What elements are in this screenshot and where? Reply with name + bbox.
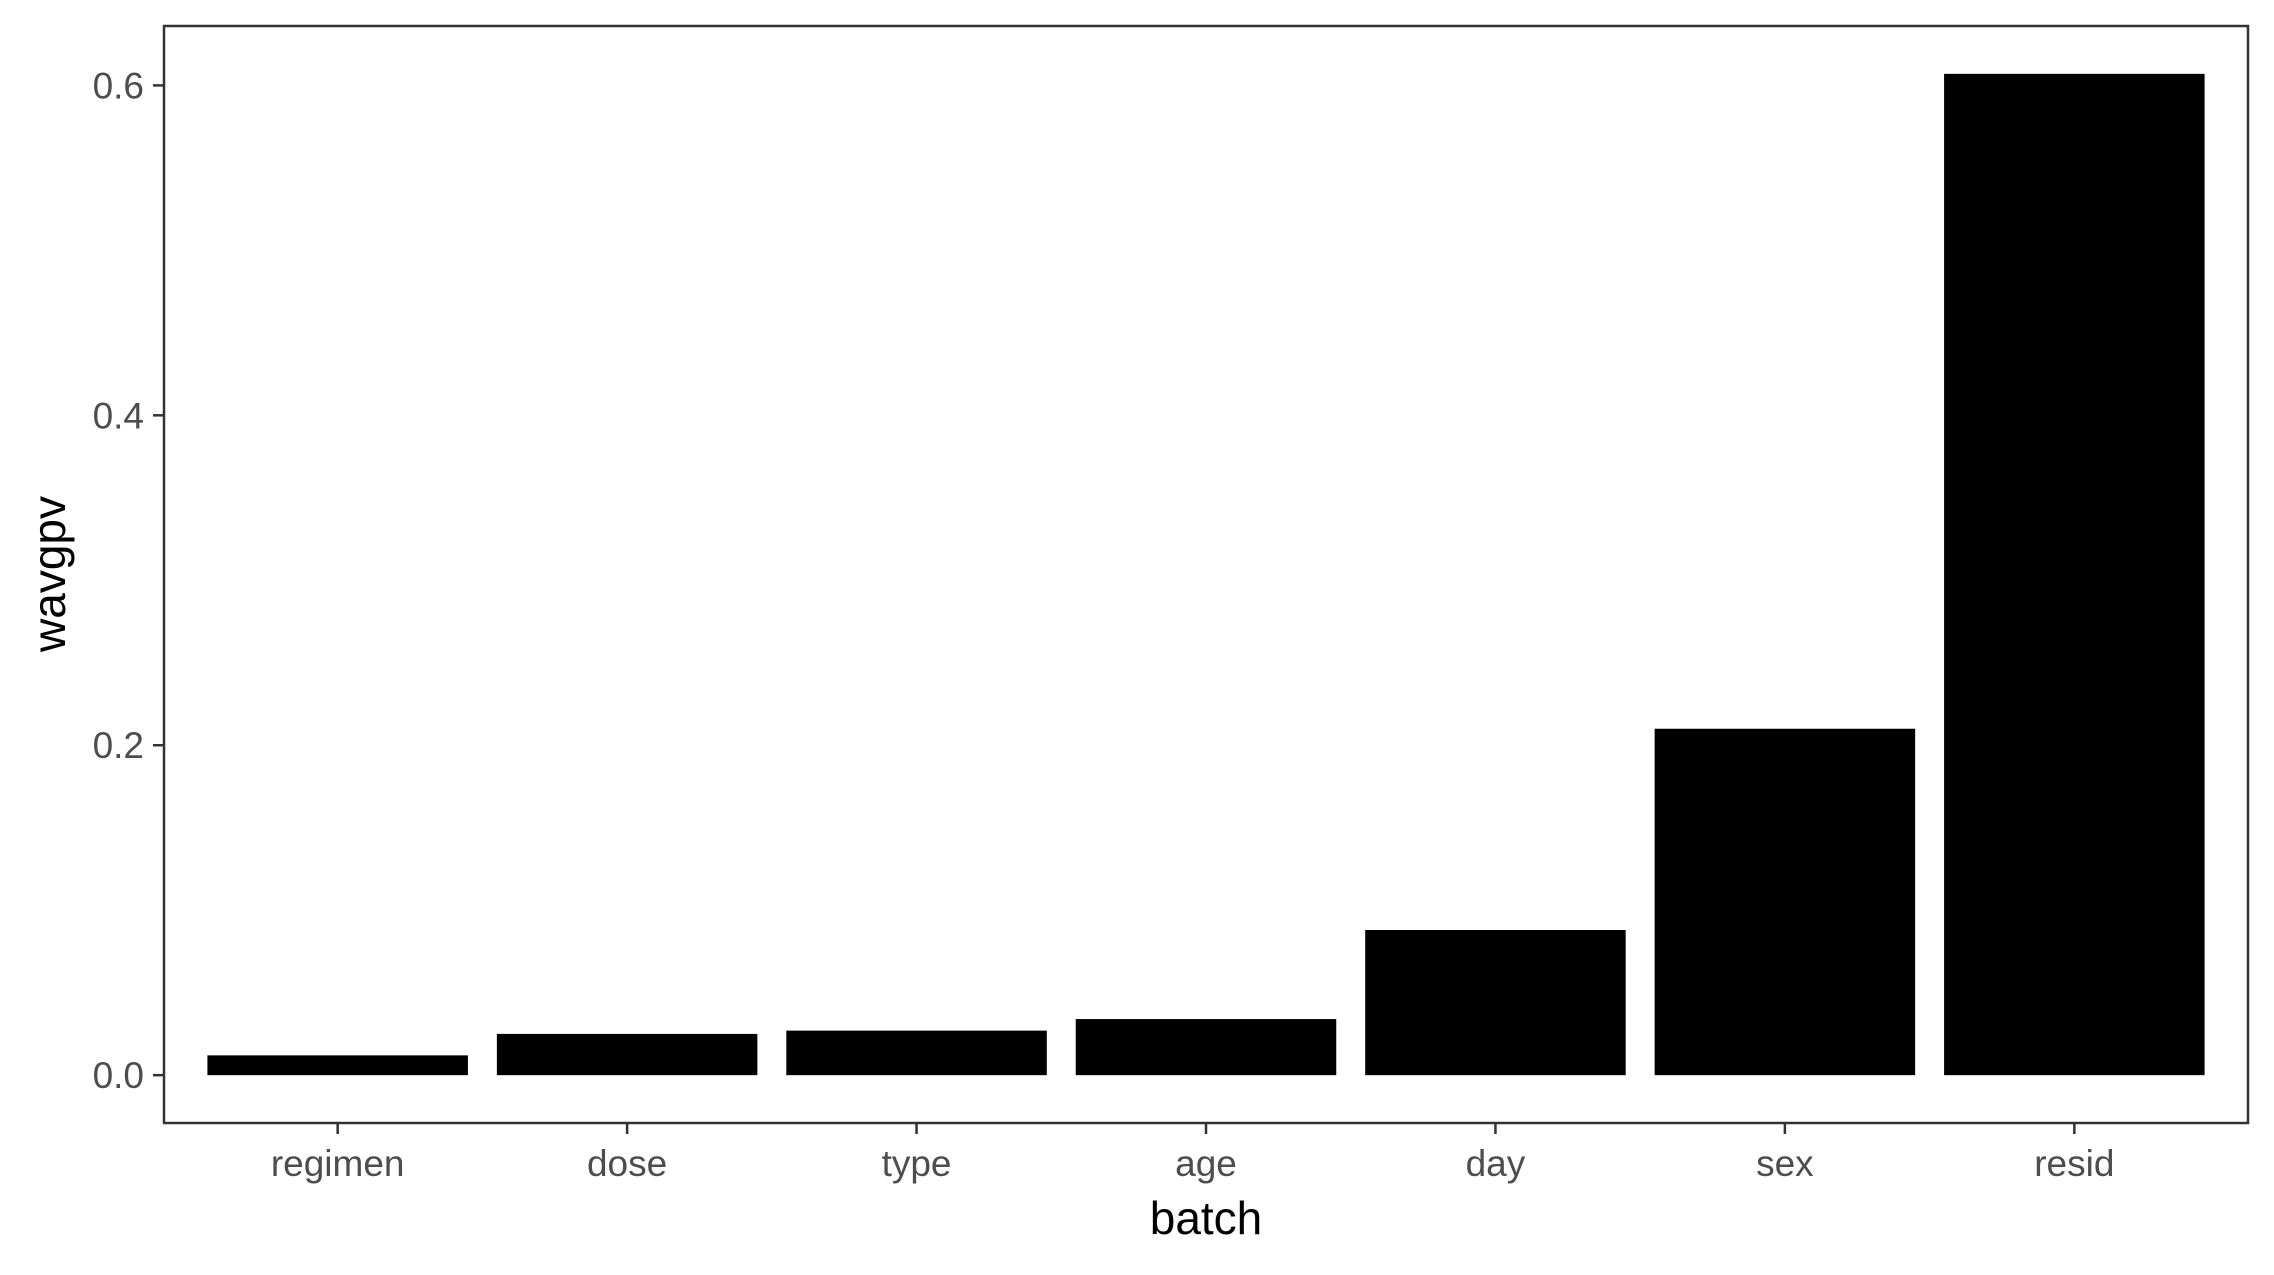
x-tick-label: sex bbox=[1756, 1143, 1814, 1184]
x-tick-label: type bbox=[882, 1143, 952, 1184]
x-tick-label: dose bbox=[587, 1143, 667, 1184]
bar-resid bbox=[1944, 73, 2205, 1076]
bar-day bbox=[1365, 929, 1626, 1076]
x-tick-label: regimen bbox=[271, 1143, 405, 1184]
panel-border bbox=[162, 24, 2250, 1125]
bar-dose bbox=[496, 1033, 758, 1076]
x-axis-title: batch bbox=[1150, 1192, 1263, 1244]
x-tick-label: day bbox=[1466, 1143, 1526, 1184]
panel-background bbox=[164, 26, 2248, 1123]
bar-age bbox=[1075, 1019, 1337, 1076]
x-tick-label: age bbox=[1175, 1143, 1237, 1184]
x-tick-label: resid bbox=[2034, 1143, 2114, 1184]
bar-sex bbox=[1654, 728, 1916, 1076]
x-axis: regimen dose type age day sex resid bbox=[271, 1123, 2114, 1184]
y-tick-label: 0.2 bbox=[93, 725, 144, 766]
y-axis-title: wavgpv bbox=[23, 496, 75, 653]
y-tick-label: 0.4 bbox=[93, 395, 144, 436]
y-tick-label: 0.0 bbox=[93, 1055, 144, 1096]
bar-type bbox=[786, 1030, 1047, 1076]
bars-layer bbox=[207, 73, 2205, 1076]
y-tick-label: 0.6 bbox=[93, 65, 144, 106]
y-axis: 0.0 0.2 0.4 0.6 bbox=[93, 65, 164, 1096]
bar-regimen bbox=[207, 1055, 468, 1076]
